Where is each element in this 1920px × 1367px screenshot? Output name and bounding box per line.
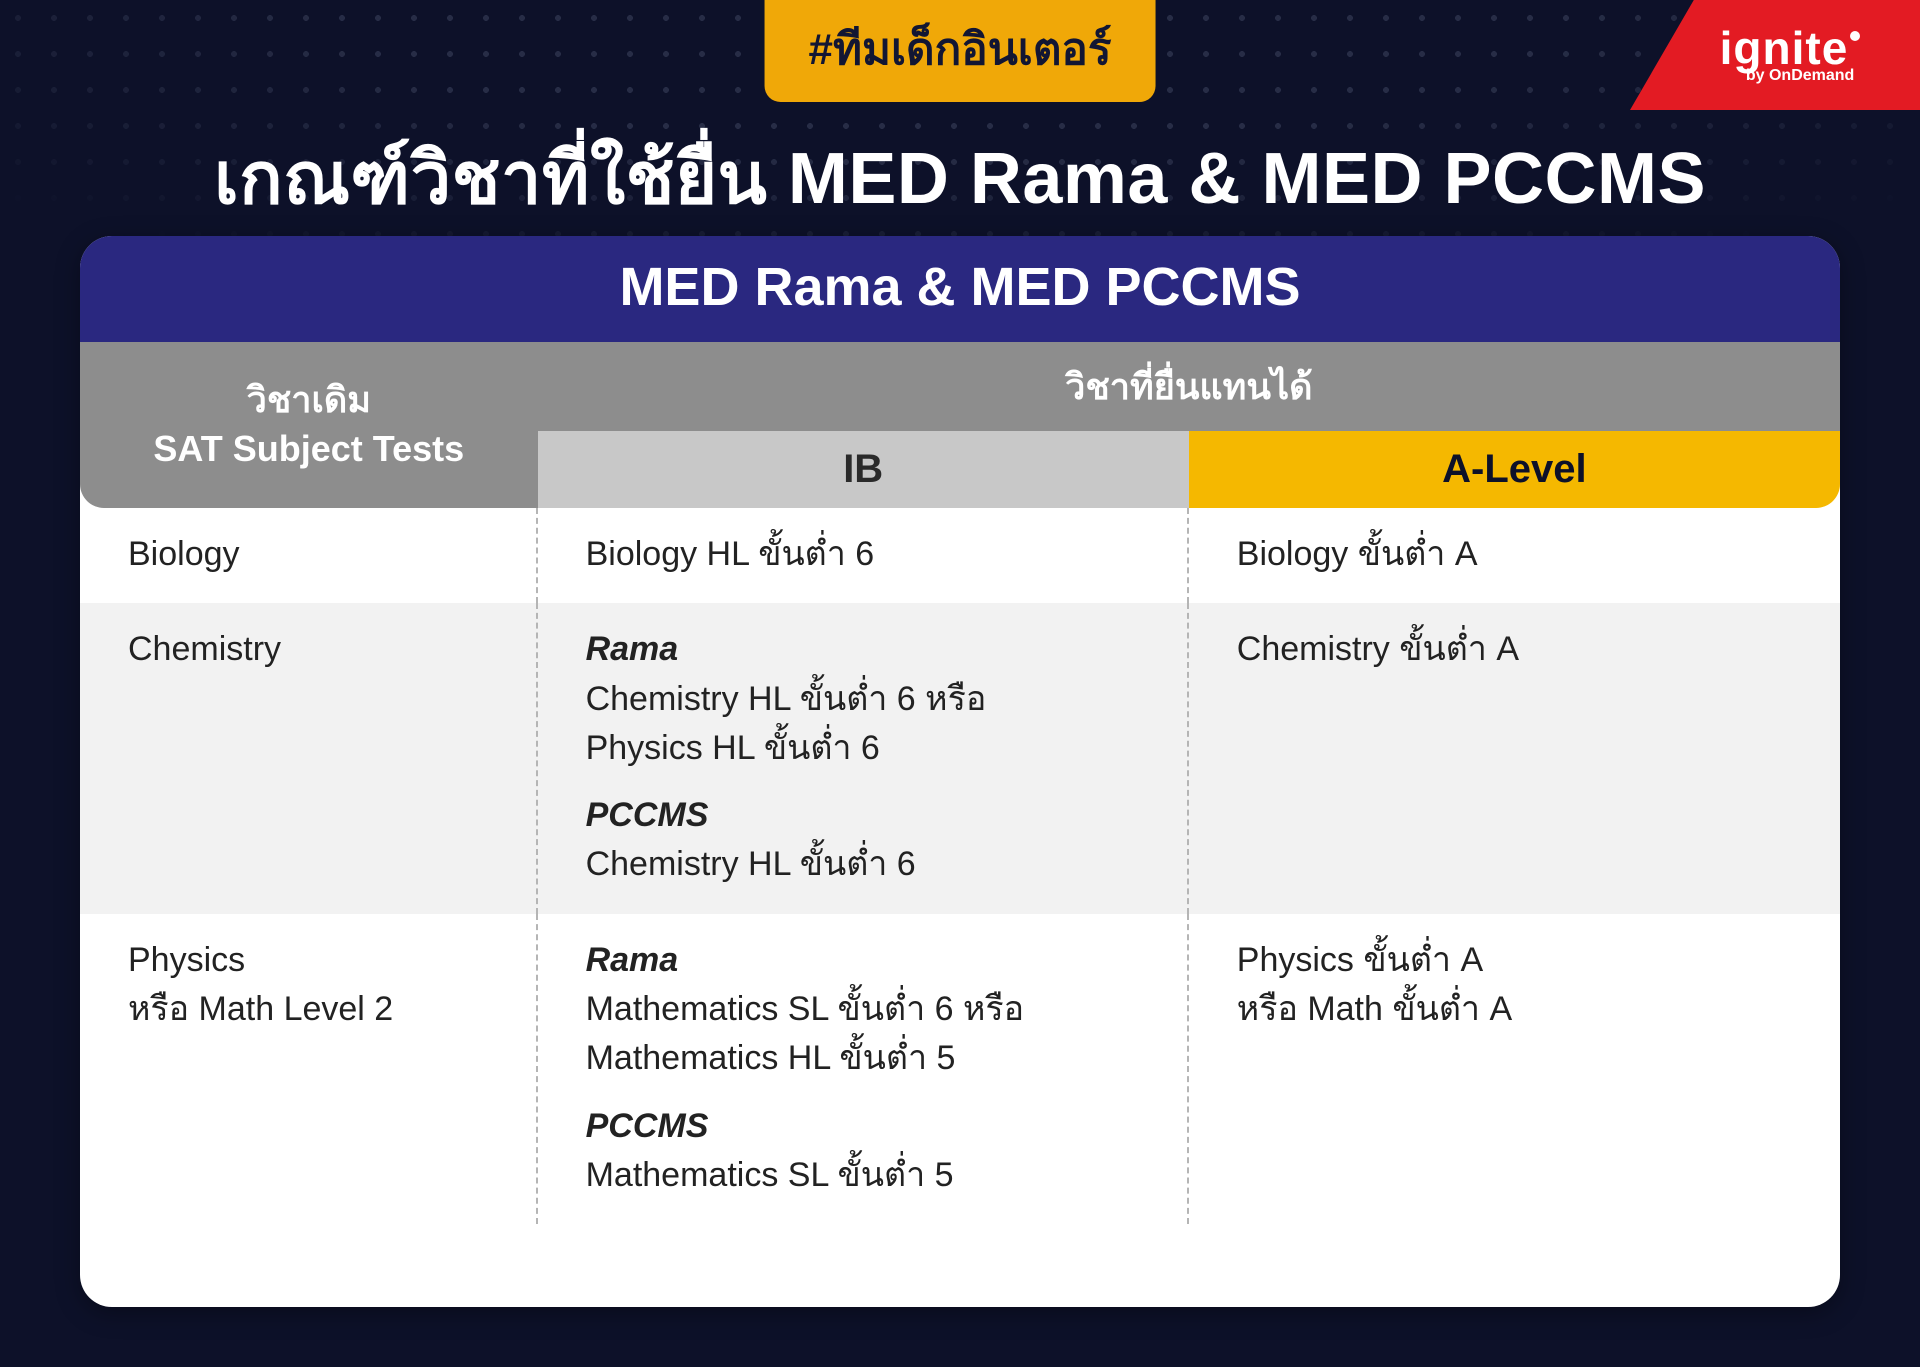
brand-logo-dot xyxy=(1850,31,1860,41)
ib-block-head: Rama xyxy=(586,625,1157,674)
ib-block: Biology HL ขั้นต่ำ 6 xyxy=(586,530,1157,579)
ib-block-line: Mathematics HL ขั้นต่ำ 5 xyxy=(586,1034,1157,1083)
table-row: Chemistry RamaChemistry HL ขั้นต่ำ 6 หรือ… xyxy=(80,603,1840,913)
th-substitute: วิชาที่ยื่นแทนได้ xyxy=(538,342,1840,431)
cell-alevel-line: หรือ Math ขั้นต่ำ A xyxy=(1237,985,1810,1034)
ib-block-line: Chemistry HL ขั้นต่ำ 6 หรือ xyxy=(586,675,1157,724)
table-head: วิชาเดิม SAT Subject Tests วิชาที่ยื่นแท… xyxy=(80,342,1840,508)
ib-block-head: Rama xyxy=(586,936,1157,985)
th-alevel: A-Level xyxy=(1189,431,1840,508)
cell-sat: Biology xyxy=(80,508,538,603)
requirements-card: MED Rama & MED PCCMS วิชาเดิม SAT Subjec… xyxy=(80,236,1840,1307)
ib-block-line: Mathematics SL ขั้นต่ำ 6 หรือ xyxy=(586,985,1157,1034)
cell-alevel-line: Biology ขั้นต่ำ A xyxy=(1237,530,1810,579)
cell-sat: Chemistry xyxy=(80,603,538,913)
ib-block-line: Mathematics SL ขั้นต่ำ 5 xyxy=(586,1151,1157,1200)
cell-ib: RamaChemistry HL ขั้นต่ำ 6 หรือPhysics H… xyxy=(538,603,1189,913)
card-header: MED Rama & MED PCCMS xyxy=(80,236,1840,342)
th-sat-line2: SAT Subject Tests xyxy=(153,425,464,474)
ib-block-line: Physics HL ขั้นต่ำ 6 xyxy=(586,724,1157,773)
cell-sat-line: หรือ Math Level 2 xyxy=(128,985,506,1034)
cell-sat: Physicsหรือ Math Level 2 xyxy=(80,914,538,1224)
ib-block-line: Biology HL ขั้นต่ำ 6 xyxy=(586,530,1157,579)
th-sat-line1: วิชาเดิม xyxy=(247,376,371,425)
ib-block: RamaChemistry HL ขั้นต่ำ 6 หรือPhysics H… xyxy=(586,625,1157,773)
ib-block-head: PCCMS xyxy=(586,1102,1157,1151)
cell-sat-line: Biology xyxy=(128,530,506,579)
cell-ib: Biology HL ขั้นต่ำ 6 xyxy=(538,508,1189,603)
cell-sat-line: Chemistry xyxy=(128,625,506,674)
cell-sat-line: Physics xyxy=(128,936,506,985)
brand-logo: ignite xyxy=(1720,25,1861,71)
hashtag-tab: #ทีมเด็กอินเตอร์ xyxy=(765,0,1156,102)
table-body: Biology Biology HL ขั้นต่ำ 6 Biology ขั้นต… xyxy=(80,508,1840,1224)
th-sat: วิชาเดิม SAT Subject Tests xyxy=(80,342,538,508)
ib-block: PCCMSMathematics SL ขั้นต่ำ 5 xyxy=(586,1102,1157,1201)
ib-block-line: Chemistry HL ขั้นต่ำ 6 xyxy=(586,840,1157,889)
th-ib: IB xyxy=(538,431,1189,508)
ib-block-head: PCCMS xyxy=(586,791,1157,840)
cell-alevel-line: Chemistry ขั้นต่ำ A xyxy=(1237,625,1810,674)
page-title: เกณฑ์วิชาที่ใช้ยื่น MED Rama & MED PCCMS xyxy=(0,120,1920,235)
cell-alevel: Chemistry ขั้นต่ำ A xyxy=(1189,603,1840,913)
table-row: Biology Biology HL ขั้นต่ำ 6 Biology ขั้นต… xyxy=(80,508,1840,603)
cell-alevel-line: Physics ขั้นต่ำ A xyxy=(1237,936,1810,985)
cell-alevel: Physics ขั้นต่ำ Aหรือ Math ขั้นต่ำ A xyxy=(1189,914,1840,1224)
cell-alevel: Biology ขั้นต่ำ A xyxy=(1189,508,1840,603)
ib-block: PCCMSChemistry HL ขั้นต่ำ 6 xyxy=(586,791,1157,890)
cell-ib: RamaMathematics SL ขั้นต่ำ 6 หรือMathema… xyxy=(538,914,1189,1224)
table-row: Physicsหรือ Math Level 2RamaMathematics … xyxy=(80,914,1840,1224)
ib-block: RamaMathematics SL ขั้นต่ำ 6 หรือMathema… xyxy=(586,936,1157,1084)
